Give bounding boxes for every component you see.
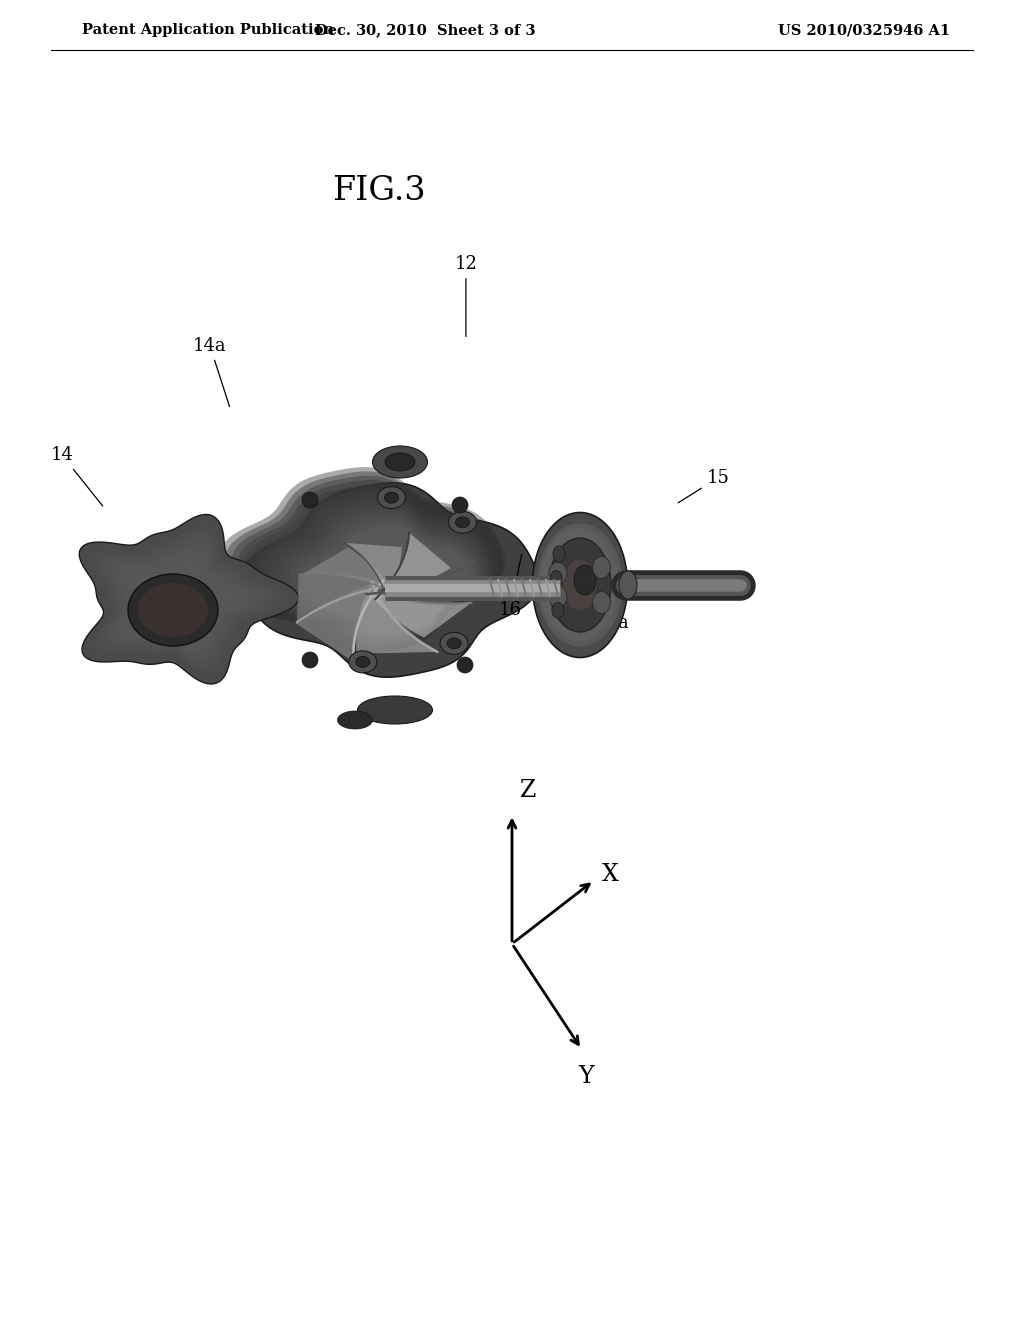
Ellipse shape bbox=[562, 558, 597, 611]
Ellipse shape bbox=[593, 557, 610, 578]
Text: 12: 12 bbox=[455, 255, 477, 337]
Ellipse shape bbox=[593, 591, 610, 614]
Ellipse shape bbox=[385, 453, 415, 471]
Polygon shape bbox=[218, 467, 506, 656]
Ellipse shape bbox=[357, 696, 432, 723]
Text: Y: Y bbox=[578, 1065, 594, 1089]
Polygon shape bbox=[356, 582, 437, 653]
Text: US 2010/0325946 A1: US 2010/0325946 A1 bbox=[778, 24, 950, 37]
Polygon shape bbox=[127, 556, 241, 643]
Polygon shape bbox=[94, 528, 281, 671]
Ellipse shape bbox=[549, 586, 567, 607]
Polygon shape bbox=[366, 587, 472, 638]
Polygon shape bbox=[109, 540, 263, 659]
Text: 16: 16 bbox=[499, 554, 521, 619]
Ellipse shape bbox=[355, 656, 370, 668]
Ellipse shape bbox=[138, 583, 208, 638]
Ellipse shape bbox=[549, 539, 611, 632]
Text: 14a: 14a bbox=[194, 337, 229, 407]
Circle shape bbox=[452, 498, 468, 513]
Text: 16a: 16a bbox=[596, 554, 629, 632]
Ellipse shape bbox=[373, 446, 427, 478]
Text: FIG.3: FIG.3 bbox=[332, 176, 426, 207]
Polygon shape bbox=[231, 475, 501, 652]
Ellipse shape bbox=[128, 574, 218, 645]
Polygon shape bbox=[302, 548, 394, 593]
Ellipse shape bbox=[618, 572, 637, 599]
Circle shape bbox=[457, 657, 473, 673]
Ellipse shape bbox=[560, 566, 574, 587]
Polygon shape bbox=[308, 527, 471, 634]
Ellipse shape bbox=[551, 549, 594, 611]
Polygon shape bbox=[270, 502, 486, 643]
Text: Dec. 30, 2010  Sheet 3 of 3: Dec. 30, 2010 Sheet 3 of 3 bbox=[314, 24, 536, 37]
Ellipse shape bbox=[384, 492, 398, 503]
Ellipse shape bbox=[553, 546, 565, 562]
Polygon shape bbox=[283, 510, 481, 640]
Text: X: X bbox=[602, 863, 618, 886]
Polygon shape bbox=[375, 533, 451, 599]
Polygon shape bbox=[242, 483, 538, 677]
Ellipse shape bbox=[544, 536, 608, 628]
Ellipse shape bbox=[553, 553, 589, 605]
Ellipse shape bbox=[549, 545, 599, 616]
Polygon shape bbox=[118, 548, 252, 651]
Polygon shape bbox=[98, 532, 274, 667]
Polygon shape bbox=[257, 492, 490, 645]
Polygon shape bbox=[295, 581, 384, 661]
Ellipse shape bbox=[440, 632, 468, 655]
Ellipse shape bbox=[542, 532, 613, 635]
Circle shape bbox=[302, 652, 318, 668]
Text: 12a: 12a bbox=[340, 577, 373, 645]
Text: 14: 14 bbox=[51, 446, 102, 506]
Ellipse shape bbox=[558, 562, 580, 593]
Polygon shape bbox=[225, 471, 503, 653]
Polygon shape bbox=[245, 484, 496, 649]
Ellipse shape bbox=[550, 570, 562, 586]
Polygon shape bbox=[131, 560, 234, 639]
Polygon shape bbox=[302, 523, 474, 635]
Polygon shape bbox=[122, 552, 246, 647]
Ellipse shape bbox=[456, 517, 469, 528]
Ellipse shape bbox=[552, 602, 564, 618]
Polygon shape bbox=[263, 496, 488, 644]
Text: Patent Application Publication: Patent Application Publication bbox=[82, 24, 334, 37]
Text: Z: Z bbox=[520, 779, 537, 803]
Ellipse shape bbox=[556, 558, 585, 599]
Polygon shape bbox=[103, 536, 269, 663]
Polygon shape bbox=[113, 544, 258, 655]
Ellipse shape bbox=[349, 651, 377, 673]
Polygon shape bbox=[296, 517, 476, 636]
Ellipse shape bbox=[532, 512, 628, 657]
Polygon shape bbox=[251, 488, 494, 648]
Polygon shape bbox=[89, 524, 286, 675]
Ellipse shape bbox=[338, 711, 373, 729]
Ellipse shape bbox=[574, 565, 596, 595]
Ellipse shape bbox=[447, 638, 461, 649]
Ellipse shape bbox=[449, 511, 476, 533]
Polygon shape bbox=[238, 479, 499, 651]
Ellipse shape bbox=[549, 562, 567, 585]
Ellipse shape bbox=[378, 487, 406, 508]
Text: 16b: 16b bbox=[548, 554, 583, 630]
Polygon shape bbox=[297, 573, 393, 622]
Ellipse shape bbox=[540, 528, 617, 640]
Ellipse shape bbox=[562, 570, 569, 581]
Ellipse shape bbox=[538, 523, 623, 647]
Polygon shape bbox=[276, 506, 483, 642]
Circle shape bbox=[302, 492, 318, 508]
Text: 15: 15 bbox=[678, 469, 729, 503]
Ellipse shape bbox=[547, 541, 603, 623]
Polygon shape bbox=[79, 515, 298, 684]
Polygon shape bbox=[345, 543, 401, 599]
Polygon shape bbox=[290, 513, 478, 638]
